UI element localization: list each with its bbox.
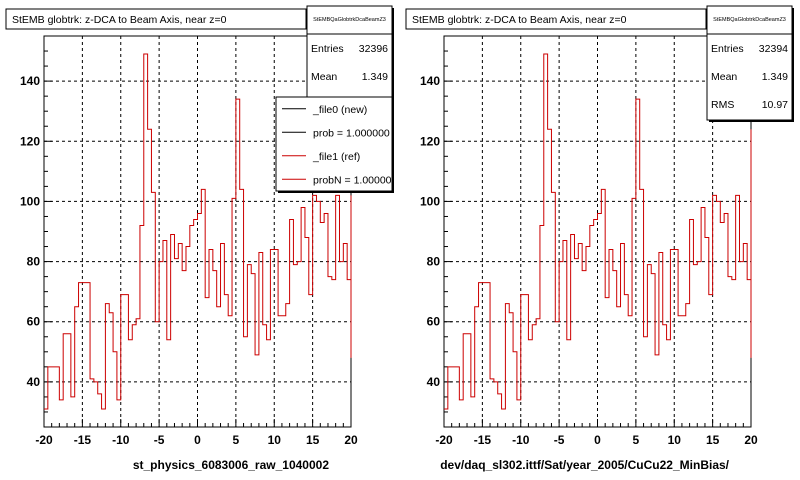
y-tick-label: 100: [20, 194, 40, 208]
stats-value: 1.349: [362, 71, 388, 83]
x-tick-label: 5: [633, 433, 640, 447]
y-tick-label: 40: [427, 375, 441, 389]
legend-box: [275, 96, 393, 192]
x-tick-label: 0: [594, 433, 601, 447]
y-tick-label: 60: [427, 315, 441, 329]
x-tick-label: 0: [194, 433, 201, 447]
y-tick-label: 120: [420, 134, 440, 148]
x-tick-label: 20: [744, 433, 758, 447]
x-tick-label: 15: [706, 433, 720, 447]
legend-label: _file1 (ref): [312, 151, 360, 163]
x-tick-label: -20: [435, 433, 453, 447]
x-tick-label: 20: [344, 433, 358, 447]
histogram-series-1: [444, 53, 752, 410]
stats-label: Entries: [711, 43, 744, 55]
chart-title: StEMB globtrk: z-DCA to Beam Axis, near …: [12, 14, 227, 26]
stats-value: 32394: [759, 43, 788, 55]
chart-title: StEMB globtrk: z-DCA to Beam Axis, near …: [412, 14, 627, 26]
legend-label: _file0 (new): [312, 104, 367, 116]
stats-name: StEMBQaGlobtrkDcaBeamZ3: [713, 17, 786, 23]
legend: _file0 (new) prob = 1.000000 _file1 (ref) p…: [282, 104, 398, 186]
stats-box: [706, 5, 793, 121]
title-box: [405, 8, 707, 30]
title-box: [5, 8, 307, 30]
y-tick-label: 60: [27, 315, 41, 329]
stats-label: Mean: [311, 71, 337, 83]
histogram-series-1: [44, 53, 352, 410]
x-tick-label: -5: [154, 433, 165, 447]
y-tick-label: 40: [27, 375, 41, 389]
y-tick-label: 140: [420, 74, 440, 88]
y-tick-label: 100: [420, 194, 440, 208]
chart-panel-2: -20 -15 -10 -5 0 5 10 15 20 40 60 80 100 120 140 dev/da…: [405, 5, 794, 472]
stats-label: Entries: [311, 43, 344, 55]
stats-name: StEMBQaGlobtrkDcaBeamZ3: [313, 17, 386, 23]
y-tick-label: 140: [20, 74, 40, 88]
stats-value: 10.97: [762, 99, 788, 111]
legend-label: prob = 1.000000: [313, 127, 390, 139]
x-tick-label: -15: [474, 433, 492, 447]
chart-panel-1: -20 -15 -10 -5 0 5 10 15 20 40 60 80 100 120 140 st_phy…: [5, 5, 398, 472]
y-tick-label: 80: [427, 255, 441, 269]
x-axis-label: dev/daq_sl302.ittf/Sat/year_2005/CuCu22_…: [440, 458, 729, 472]
stats-label: RMS: [711, 99, 734, 111]
x-tick-label: 5: [233, 433, 240, 447]
x-tick-label: 10: [268, 433, 282, 447]
x-tick-label: -10: [112, 433, 130, 447]
x-tick-label: -15: [74, 433, 92, 447]
x-tick-label: -10: [512, 433, 530, 447]
legend-label: probN = 1.000000: [313, 174, 398, 186]
x-tick-label: 15: [306, 433, 320, 447]
y-tick-label: 120: [20, 134, 40, 148]
stats-value: 32396: [359, 43, 388, 55]
x-tick-label: -20: [35, 433, 53, 447]
x-tick-label: 10: [668, 433, 682, 447]
stats-label: Mean: [711, 71, 737, 83]
x-axis-label: st_physics_6083006_raw_1040002: [133, 458, 329, 472]
stats-value: 1.349: [762, 71, 788, 83]
x-tick-label: -5: [554, 433, 565, 447]
y-tick-label: 80: [27, 255, 41, 269]
